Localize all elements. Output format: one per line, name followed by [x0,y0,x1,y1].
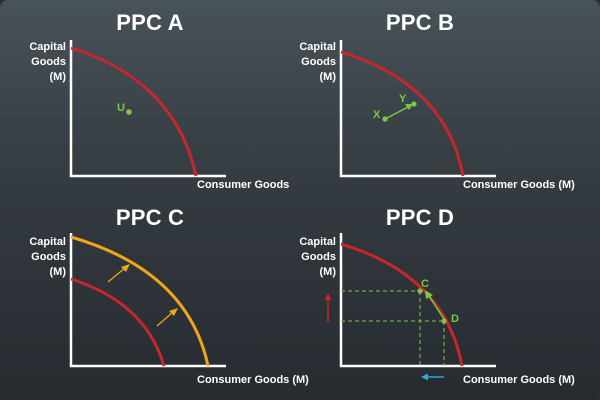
y-axis-label-line: Goods [31,251,66,263]
ppc-curve [340,50,465,177]
shift-arrow [156,311,174,327]
panel-title: PPC C [115,205,185,230]
point-x-label: X [373,109,381,121]
y-axis-label-line: (M) [49,266,67,278]
shift-arrow [107,267,126,283]
y-axis-label: Capital Goods (M) [0,40,66,85]
axes [339,40,496,178]
point-u [126,109,132,115]
y-axis-label-line: Capital [299,236,336,248]
arrowhead [169,308,178,316]
ppc-a-graph: U [69,40,226,178]
y-axis-label-line: Goods [301,56,336,68]
ppc-b-graph: X Y [339,40,496,178]
point-y [411,101,417,107]
y-axis-label-line: Goods [31,56,66,68]
ppc-d-graph: C D [324,233,496,381]
y-axis-label-line: Goods [301,251,336,263]
arrowhead [121,264,130,272]
y-axis-label-line: (M) [319,71,337,83]
y-axis-label: Capital Goods (M) [0,235,66,280]
point-d-label: D [451,313,459,325]
x-axis-label: Consumer Goods [197,179,290,191]
panel-title: PPC B [385,10,455,35]
panel-title: PPC A [116,10,184,35]
y-axis-label-line: (M) [49,71,67,83]
y-axis-label: Capital Goods (M) [270,235,336,280]
x-to-y-arrow [384,106,409,120]
axes [69,233,226,368]
point-c-label: C [421,278,429,290]
arrowhead [425,290,433,299]
y-axis-label: Capital Goods (M) [270,40,336,85]
ppc-curve [70,46,198,177]
x-axis-label: Consumer Goods (M) [463,179,575,191]
axes [69,40,226,178]
y-axis-label-line: Capital [29,41,66,53]
point-c [417,288,423,294]
y-axis-label-line: Capital [29,236,66,248]
point-d [441,318,447,324]
arrowhead [405,104,413,110]
point-u-label: U [117,102,125,114]
ppc-curve [340,242,464,367]
panel-ppc-c: PPC C Capital Goods (M) Consumer Goods (… [0,195,309,395]
x-axis-label: Consumer Goods (M) [463,374,575,386]
y-axis-label-line: Capital [299,41,336,53]
ppc-c-graph [69,233,226,368]
point-x [382,116,388,122]
x-axis-label: Consumer Goods (M) [197,374,309,386]
panel-ppc-b: PPC B Capital Goods (M) X Y Consumer Goo… [270,0,575,200]
d-to-c-arrow [428,295,445,320]
y-axis-label-line: (M) [319,266,337,278]
panel-title: PPC D [385,205,455,230]
arrowhead [324,293,332,300]
panel-ppc-a: PPC A Capital Goods (M) U Consumer Goods [0,0,300,200]
ppc-curve-shifted [70,235,210,367]
ppc-curve [70,277,166,367]
arrowhead [421,373,428,381]
panel-ppc-d: PPC D Capital Goods (M) C D Consumer Goo… [270,195,575,395]
point-y-label: Y [399,93,407,105]
